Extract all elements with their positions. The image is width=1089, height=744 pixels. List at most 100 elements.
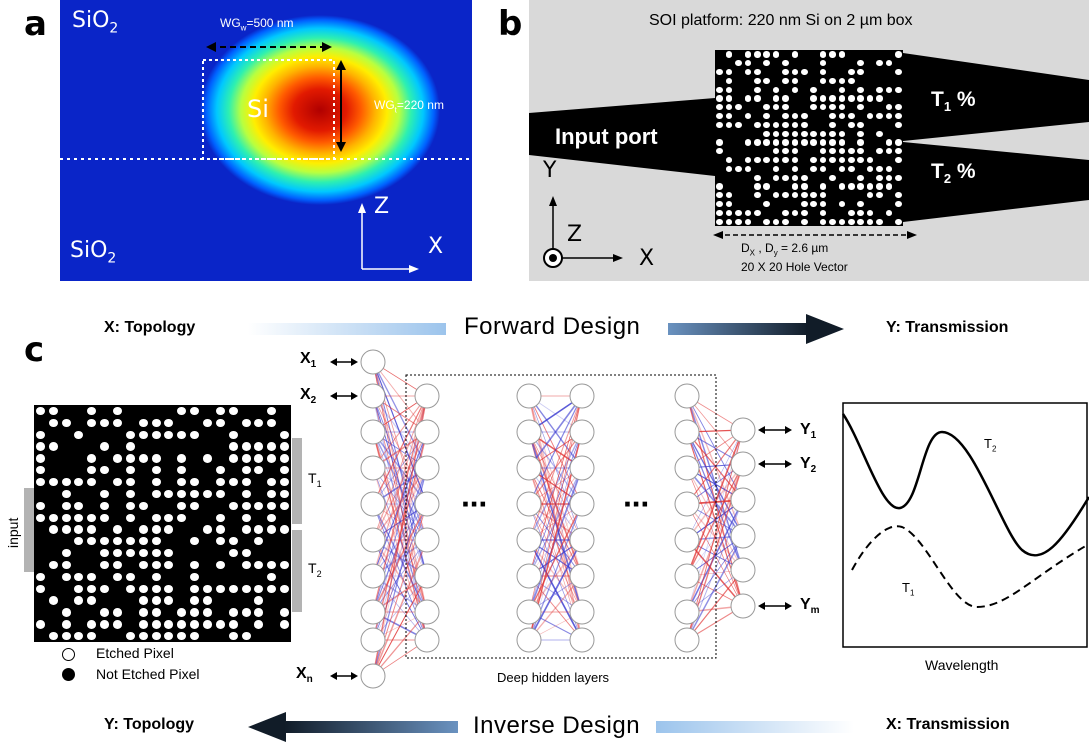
hole-cell [73, 464, 86, 476]
hole-cell [847, 147, 856, 156]
hole-cell [734, 50, 743, 59]
hole-cell [762, 50, 771, 59]
neuron-node [516, 527, 542, 553]
hole-cell [743, 50, 752, 59]
hole-cell [724, 173, 733, 182]
hole-cell [865, 147, 874, 156]
hole-cell [762, 208, 771, 217]
hole-cell [894, 147, 903, 156]
hole-cell [111, 512, 124, 524]
hole-cell [252, 559, 265, 571]
output-waveguide-t1 [903, 53, 1089, 141]
hole-cell [828, 85, 837, 94]
hole-cell [227, 571, 240, 583]
hole-cell [240, 405, 253, 417]
hole-cell [790, 85, 799, 94]
hole-cell [85, 417, 98, 429]
hole-cell [837, 103, 846, 112]
hole-cell [252, 547, 265, 559]
hole-cell [809, 173, 818, 182]
hole-cell [175, 464, 188, 476]
hole-cell [894, 59, 903, 68]
hole-cell [781, 120, 790, 129]
hole-cell [856, 173, 865, 182]
hole-cell [790, 50, 799, 59]
hole-cell [34, 606, 47, 618]
hole-cell [865, 217, 874, 226]
hole-cell [98, 595, 111, 607]
hole-cell [743, 112, 752, 121]
hole-cell [98, 571, 111, 583]
hole-cell [771, 191, 780, 200]
hole-cell [875, 208, 884, 217]
neuron-node [414, 491, 440, 517]
hole-cell [252, 464, 265, 476]
hole-cell [252, 595, 265, 607]
hole-cell [884, 173, 893, 182]
hole-cell [98, 476, 111, 488]
hole-cell [188, 618, 201, 630]
hole-cell [847, 129, 856, 138]
hole-cell [743, 200, 752, 209]
hole-cell [743, 138, 752, 147]
hole-cell [875, 68, 884, 77]
hole-cell [227, 429, 240, 441]
hole-cell [175, 559, 188, 571]
hole-cell [884, 138, 893, 147]
hole-cell [884, 208, 893, 217]
hole-cell [884, 129, 893, 138]
hole-cell [265, 571, 278, 583]
weight-edge [372, 611, 428, 677]
hole-cell [818, 182, 827, 191]
hole-cell [800, 103, 809, 112]
hole-cell [875, 129, 884, 138]
hole-cell [856, 156, 865, 165]
hole-cell [865, 112, 874, 121]
weight-edge [686, 535, 744, 613]
hole-cell [227, 452, 240, 464]
y1-arrow-head [785, 426, 792, 434]
hole-cell [865, 138, 874, 147]
forward-output-label: Y: Transmission [886, 319, 1009, 336]
hole-cell [47, 488, 60, 500]
hole-cell [150, 464, 163, 476]
hole-cell [884, 103, 893, 112]
hole-cell [828, 112, 837, 121]
hole-cell [111, 583, 124, 595]
hole-cell [227, 523, 240, 535]
hole-cell [73, 630, 86, 642]
hole-cell [60, 405, 73, 417]
hole-cell [98, 535, 111, 547]
neuron-node [516, 599, 542, 625]
hole-cell [790, 120, 799, 129]
hole-cell [175, 417, 188, 429]
hole-cell [724, 182, 733, 191]
hole-cell [724, 59, 733, 68]
hole-cell [124, 535, 137, 547]
hole-cell [818, 147, 827, 156]
hole-cell [227, 535, 240, 547]
hole-cell [724, 129, 733, 138]
hole-cell [734, 103, 743, 112]
hole-cell [847, 217, 856, 226]
hole-cell [150, 571, 163, 583]
hole-cell [809, 50, 818, 59]
hole-cell [875, 200, 884, 209]
hole-cell [175, 512, 188, 524]
hole-cell [175, 606, 188, 618]
hole-cell [60, 464, 73, 476]
weight-edge [686, 535, 744, 641]
cladding-bottom-label: SiO2 [70, 238, 117, 267]
hole-cell [771, 120, 780, 129]
hole-cell [865, 156, 874, 165]
hole-cell [734, 85, 743, 94]
hole-cell [47, 618, 60, 630]
neuron-node [360, 563, 386, 589]
hole-cell [865, 173, 874, 182]
hole-cell [175, 595, 188, 607]
hole-cell [743, 94, 752, 103]
height-label: WGt=220 nm [374, 98, 444, 115]
hole-cell [771, 164, 780, 173]
hole-cell [734, 147, 743, 156]
mode-profile-panel: SiO2 SiO2 Si WGw=500 nm WGt=220 nm Z X [60, 0, 472, 281]
